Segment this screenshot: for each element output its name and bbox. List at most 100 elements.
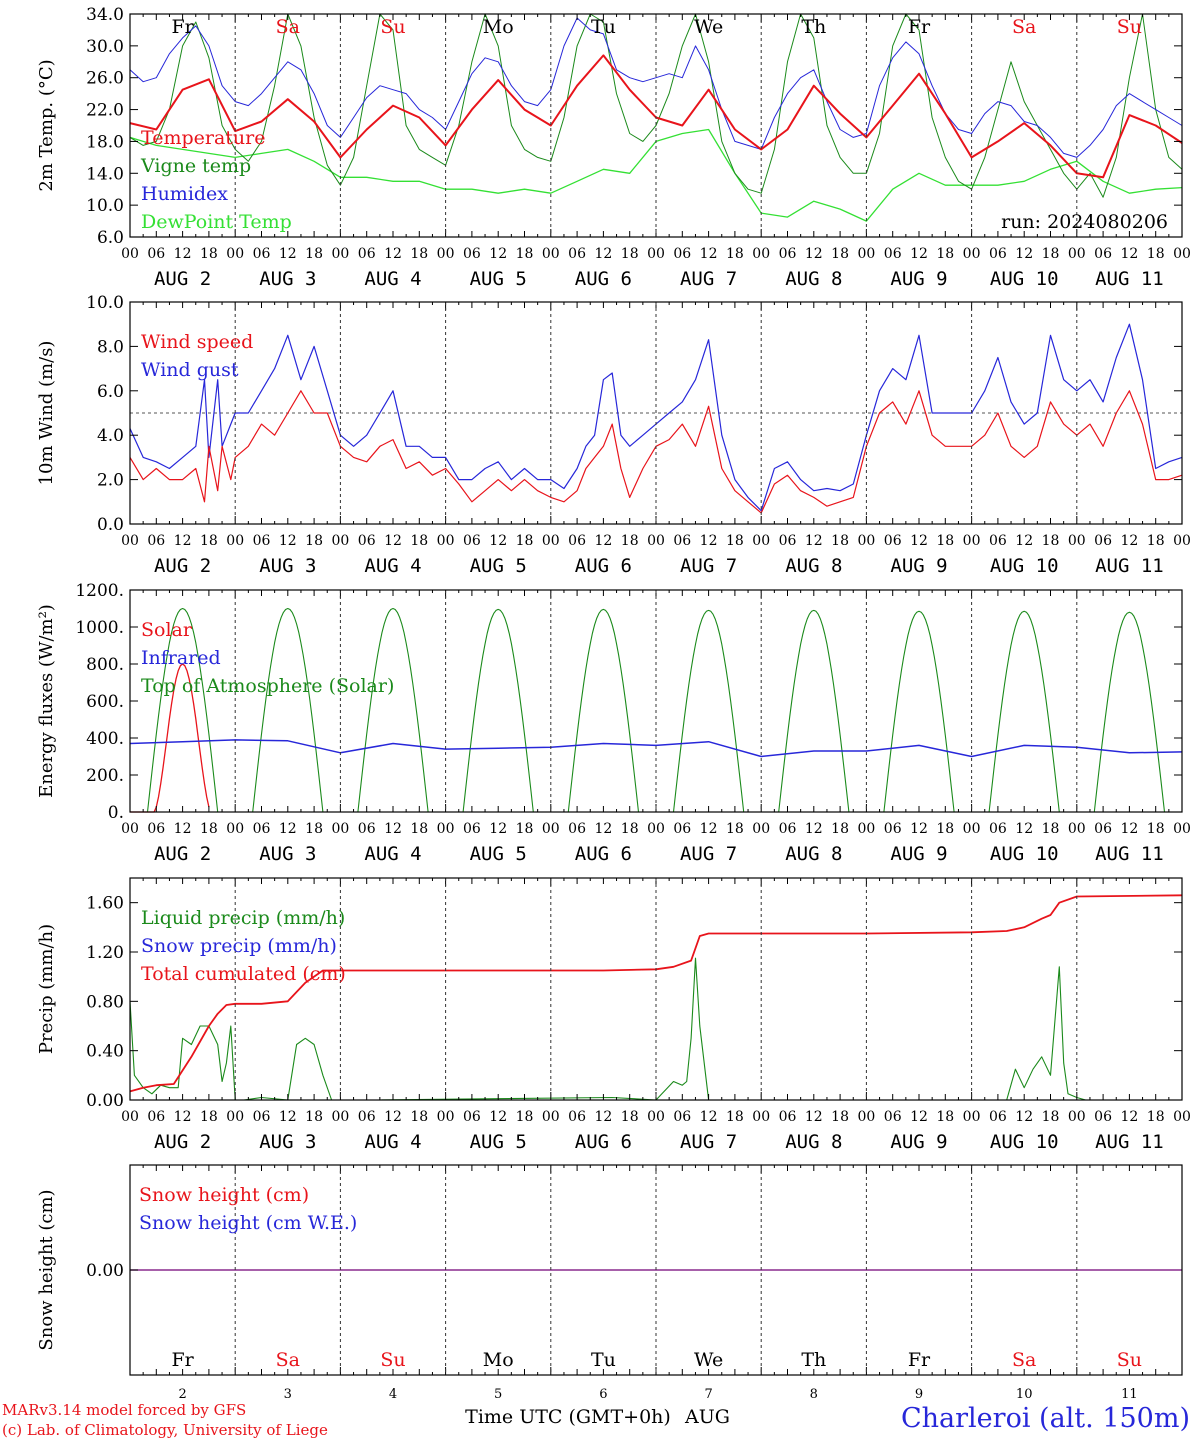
hour-tick-label: 18	[200, 246, 218, 262]
hour-tick-label: 12	[805, 246, 823, 262]
hour-tick-label: 00	[857, 821, 875, 837]
hour-tick-label: 06	[463, 246, 481, 262]
date-label: AUG 5	[470, 555, 527, 577]
hour-tick-label: 00	[542, 533, 560, 549]
hour-tick-label: 12	[594, 1109, 612, 1125]
day-date-label: 6	[599, 1387, 607, 1402]
hour-tick-label: 18	[1147, 533, 1165, 549]
hour-tick-label: 06	[147, 1109, 165, 1125]
day-name-top: Th	[801, 16, 826, 38]
hour-tick-label: 00	[542, 821, 560, 837]
date-label: AUG 2	[154, 1131, 211, 1153]
legend-entry: Top of Atmosphere (Solar)	[141, 675, 394, 697]
y-tick-label: 34.0	[86, 5, 124, 25]
day-name-top: Fr	[171, 16, 194, 38]
date-label: AUG 5	[470, 843, 527, 865]
day-name-top: Sa	[276, 16, 300, 38]
snow-panel: 0.00 Snow height (cm) Snow height (cm) Snow…	[36, 1164, 1183, 1402]
hour-tick-label: 12	[700, 533, 718, 549]
hour-tick-label: 18	[621, 1109, 639, 1125]
hour-tick-label: 00	[752, 821, 770, 837]
hour-tick-label: 06	[463, 1109, 481, 1125]
hour-tick-label: 12	[1120, 821, 1138, 837]
hour-tick-label: 12	[489, 246, 507, 262]
y-tick-label: 22.0	[86, 101, 124, 121]
y-tick-label: 0.40	[86, 1042, 124, 1062]
y-tick-label: 0.80	[86, 992, 124, 1012]
day-name-bottom: Fr	[171, 1349, 194, 1371]
hour-tick-label: 18	[1147, 1109, 1165, 1125]
hour-tick-label: 06	[989, 533, 1007, 549]
date-label: AUG 4	[364, 843, 421, 865]
hour-tick-label: 12	[174, 821, 192, 837]
hour-tick-label: 06	[779, 246, 797, 262]
day-name-bottom: We	[694, 1349, 723, 1371]
y-axis-label: Precip (mm/h)	[36, 924, 57, 1054]
hour-tick-label: 00	[647, 246, 665, 262]
hour-tick-label: 00	[963, 533, 981, 549]
date-label: AUG 8	[785, 268, 842, 290]
hour-tick-label: 00	[1068, 1109, 1086, 1125]
y-tick-label: 800.	[86, 655, 124, 675]
date-label: AUG 7	[680, 268, 737, 290]
footer: MARv3.14 model forced by GFS (c) Lab. of …	[2, 1401, 1190, 1439]
hour-tick-label: 06	[1094, 821, 1112, 837]
series-line-1	[129, 323, 1183, 512]
date-label: AUG 11	[1095, 843, 1164, 865]
hour-tick-label: 18	[516, 246, 534, 262]
hour-tick-label: 06	[147, 821, 165, 837]
day-name-bottom: Mo	[483, 1349, 514, 1371]
hour-tick-label: 06	[358, 821, 376, 837]
hour-tick-label: 06	[673, 1109, 691, 1125]
hour-tick-label: 06	[779, 821, 797, 837]
hour-tick-label: 06	[147, 246, 165, 262]
hour-tick-label: 00	[121, 821, 139, 837]
hour-tick-label: 06	[463, 533, 481, 549]
hour-tick-label: 12	[805, 821, 823, 837]
hour-tick-label: 18	[1042, 821, 1060, 837]
hour-tick-label: 18	[1042, 533, 1060, 549]
hour-tick-label: 00	[857, 246, 875, 262]
series-line-1	[129, 739, 1183, 758]
hour-tick-label: 00	[1173, 246, 1191, 262]
date-label: AUG 6	[575, 268, 632, 290]
hour-tick-label: 06	[989, 246, 1007, 262]
hour-tick-label: 06	[253, 821, 271, 837]
hour-tick-label: 18	[516, 533, 534, 549]
hour-tick-label: 00	[752, 533, 770, 549]
hour-tick-label: 18	[410, 533, 428, 549]
day-date-label: 11	[1121, 1387, 1138, 1402]
hour-tick-label: 12	[174, 246, 192, 262]
y-tick-label: 1.20	[86, 943, 124, 963]
day-name-top: Mo	[483, 16, 514, 38]
hour-tick-label: 06	[884, 1109, 902, 1125]
date-label: AUG 6	[575, 843, 632, 865]
hour-tick-label: 18	[1042, 246, 1060, 262]
day-name-bottom: Su	[380, 1349, 405, 1371]
hour-tick-label: 06	[884, 533, 902, 549]
date-label: AUG 11	[1095, 555, 1164, 577]
energy-panel: 00 06 12 18 00 06 12 18 00 06 12 18 00 06 12 18 00 06 12 18…	[36, 581, 1191, 865]
hour-tick-label: 00	[331, 246, 349, 262]
hour-tick-label: 18	[410, 821, 428, 837]
date-label: AUG 6	[575, 555, 632, 577]
y-tick-label: 0.	[108, 803, 124, 823]
hour-tick-label: 12	[910, 246, 928, 262]
y-tick-label: 1200.	[75, 581, 124, 601]
hour-tick-label: 18	[831, 533, 849, 549]
hour-tick-label: 18	[410, 1109, 428, 1125]
hour-tick-label: 00	[963, 1109, 981, 1125]
hour-tick-label: 00	[647, 821, 665, 837]
y-tick-label: 8.0	[97, 337, 124, 357]
hour-tick-label: 18	[621, 533, 639, 549]
legend-entry: Snow height (cm)	[139, 1184, 309, 1206]
hour-tick-label: 18	[410, 246, 428, 262]
hour-tick-label: 18	[831, 1109, 849, 1125]
temperature-panel: 00 06 12 18 00 06 12 18 00 06 12 18 00 06 12 18 00 06 12 18…	[36, 5, 1191, 290]
plot-frame	[129, 877, 1183, 1101]
day-date-label: 8	[810, 1387, 818, 1402]
date-label: AUG 10	[990, 843, 1059, 865]
hour-tick-label: 18	[621, 821, 639, 837]
hour-tick-label: 12	[384, 246, 402, 262]
